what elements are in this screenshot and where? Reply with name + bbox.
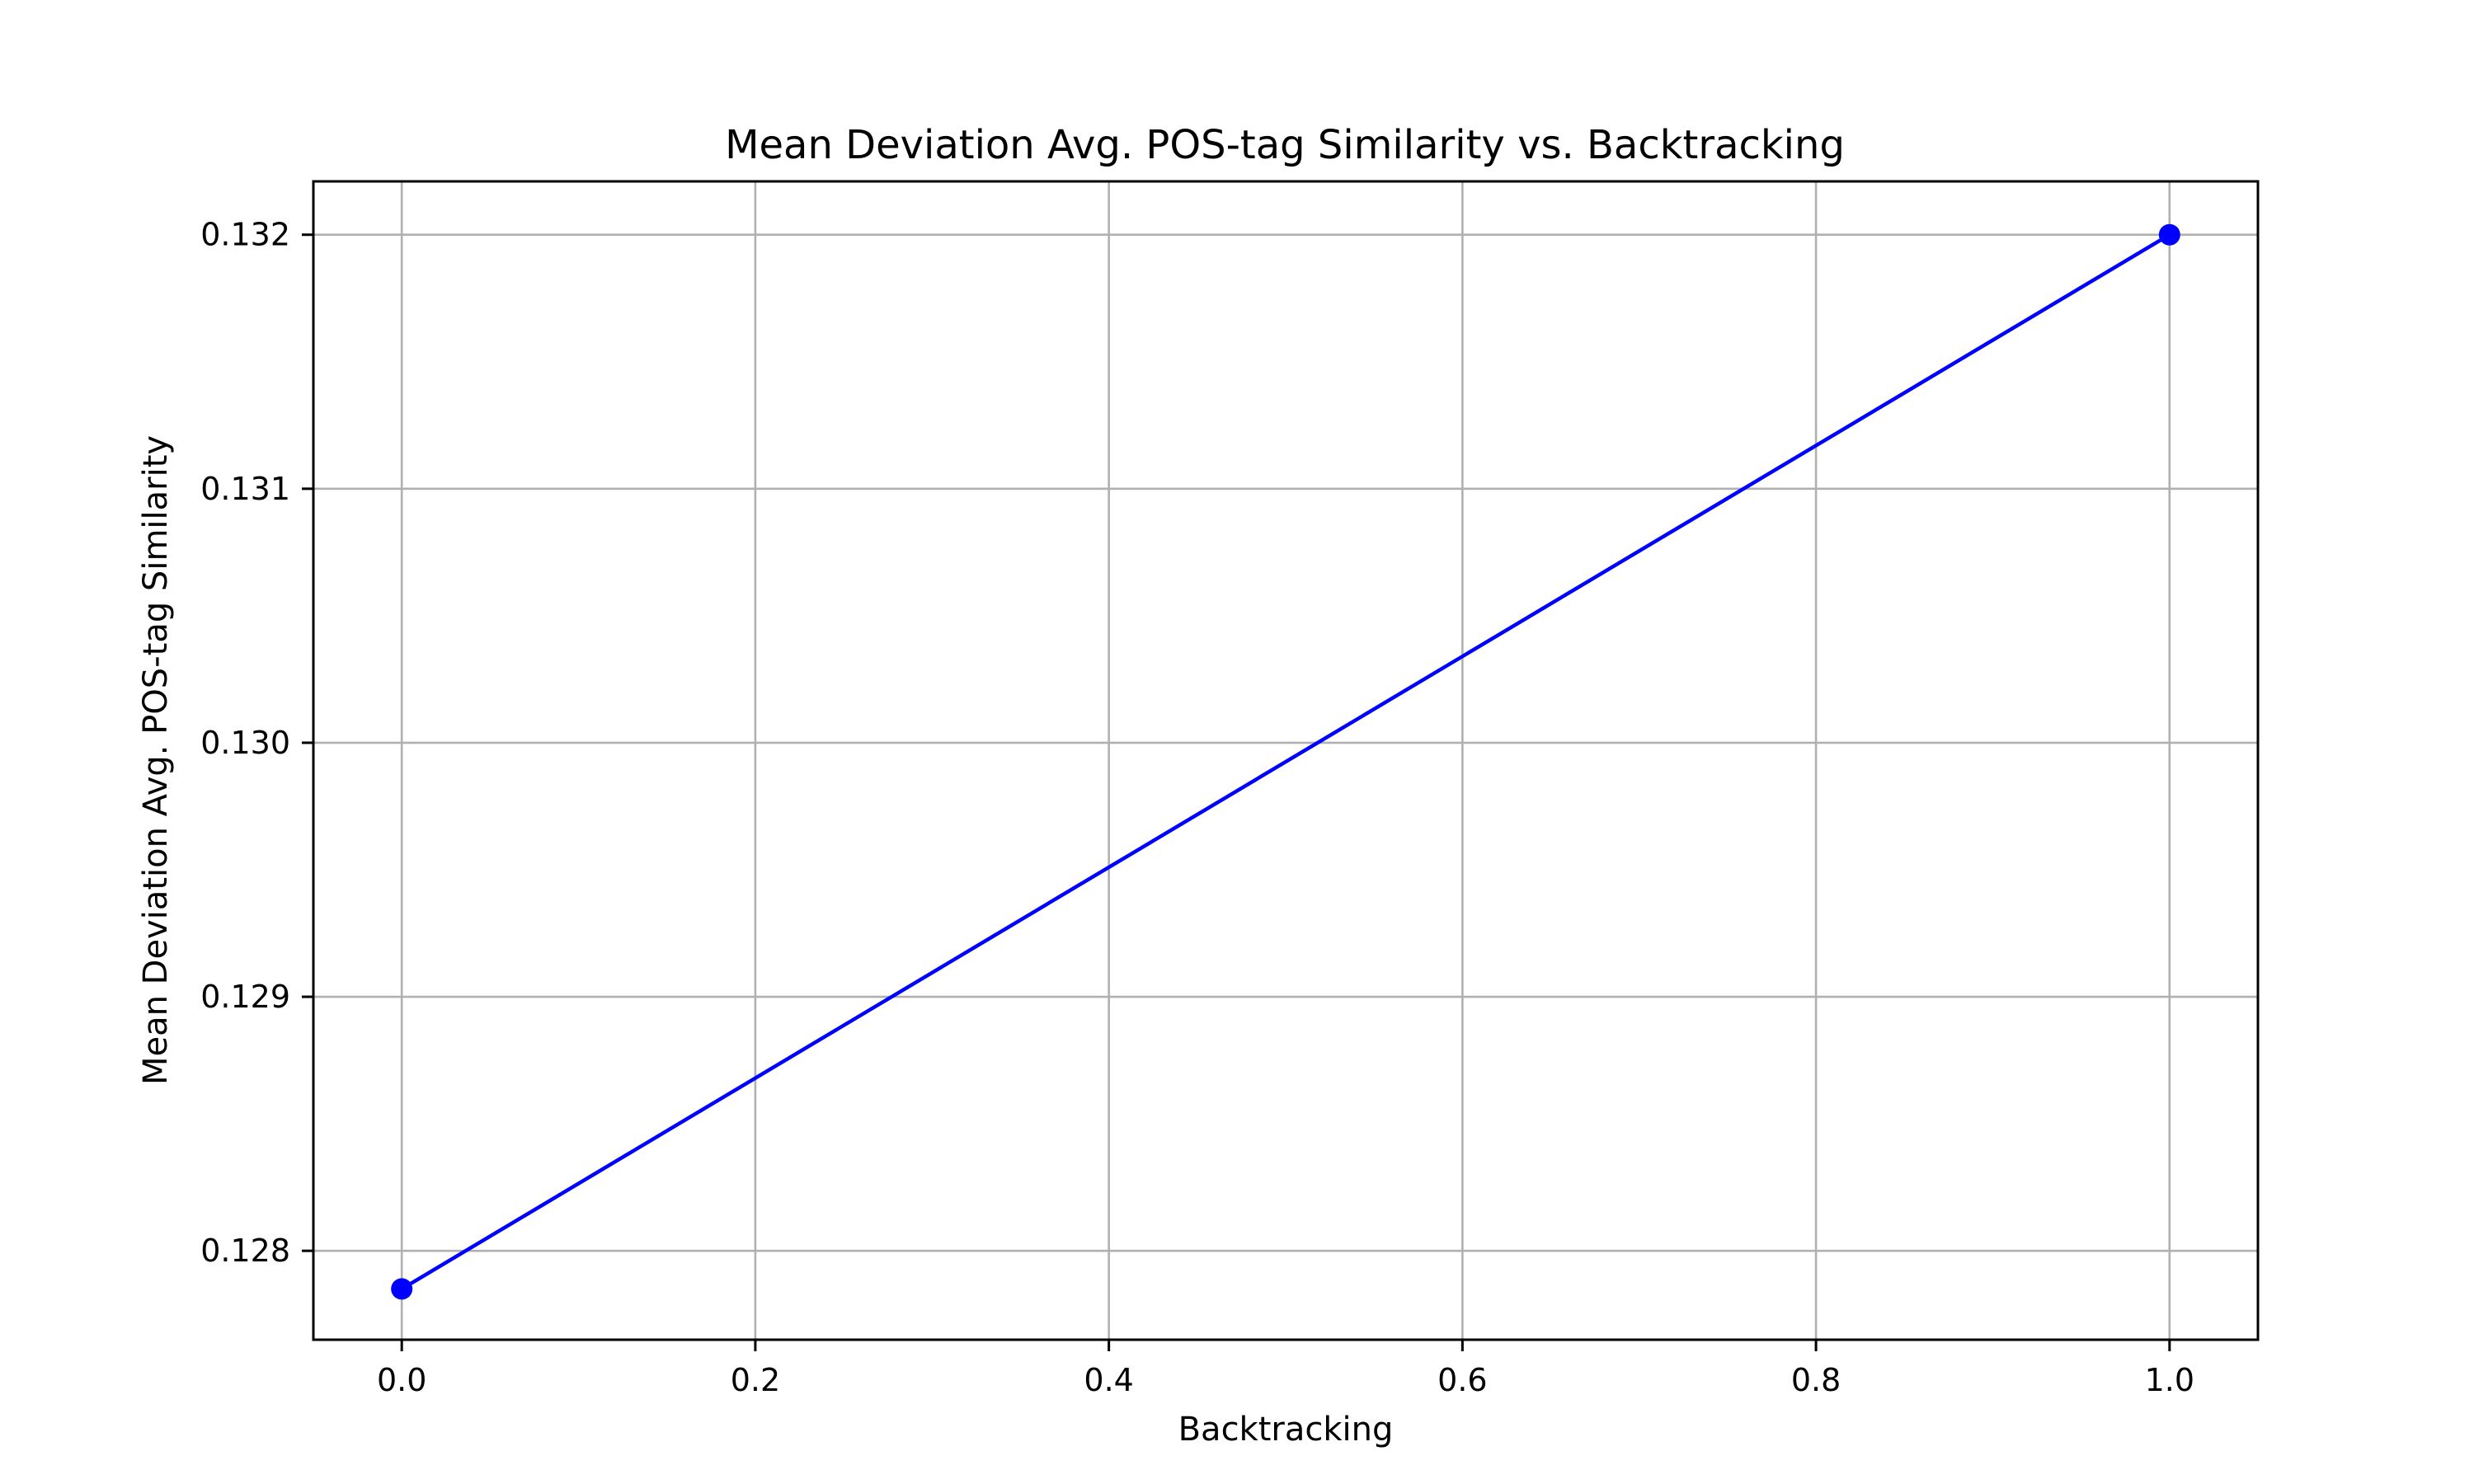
- y-tick-label: 0.128: [200, 1233, 290, 1269]
- y-axis-label: Mean Deviation Avg. POS-tag Similarity: [137, 435, 175, 1085]
- chart-title: Mean Deviation Avg. POS-tag Similarity v…: [725, 122, 1845, 168]
- plot-frame: [312, 180, 2260, 1341]
- data-point: [391, 1278, 413, 1300]
- series-layer: [391, 223, 2180, 1300]
- y-tick-label: 0.132: [200, 217, 290, 253]
- y-tick-label: 0.130: [200, 725, 290, 761]
- x-tick-label: 0.0: [377, 1362, 426, 1398]
- y-tick-label: 0.131: [200, 471, 290, 507]
- x-tick-label: 1.0: [2145, 1362, 2194, 1398]
- series-line: [401, 232, 2171, 1291]
- x-tick-label: 0.4: [1084, 1362, 1133, 1398]
- y-tick-label: 0.129: [200, 979, 290, 1015]
- x-axis-label: Backtracking: [1178, 1411, 1394, 1449]
- data-point: [2158, 223, 2180, 246]
- x-tick-label: 0.6: [1437, 1362, 1487, 1398]
- x-tick-label: 0.8: [1791, 1362, 1841, 1398]
- ticks-layer: 0.0 0.2 0.4 0.6 0.8 1.0 0.128 0.129 0.130 0.131 0.…: [200, 217, 2194, 1398]
- grid-layer: [313, 181, 2258, 1340]
- x-tick-label: 0.2: [731, 1362, 780, 1398]
